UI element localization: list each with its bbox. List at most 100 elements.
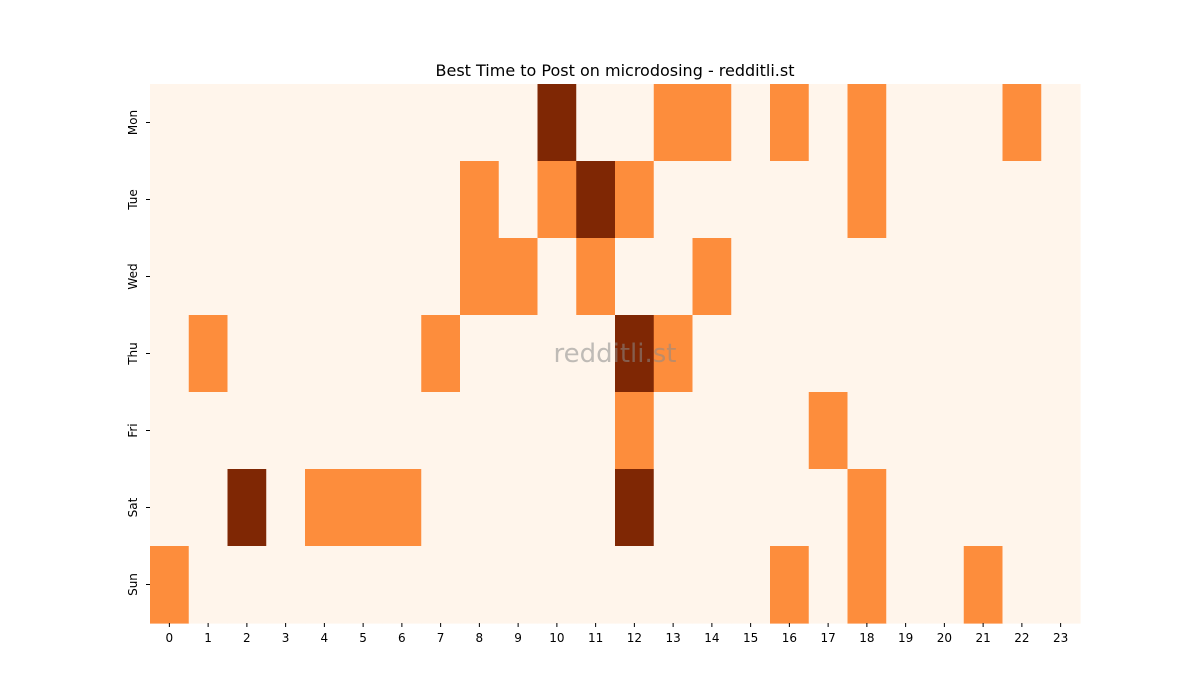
x-tick-label: 6	[398, 631, 406, 645]
heatmap-cell-tue-15	[731, 161, 771, 239]
x-tick-label: 1	[204, 631, 212, 645]
heatmap-cell-fri-10	[537, 392, 577, 470]
heatmap-cell-tue-1	[188, 161, 229, 239]
heatmap-cell-sat-14	[692, 469, 732, 547]
heatmap-cell-thu-12	[615, 315, 655, 393]
x-tick-label: 8	[476, 631, 484, 645]
heatmap-cell-fri-6	[382, 392, 422, 470]
heatmap-cell-fri-11	[576, 392, 616, 470]
heatmap-cell-fri-17	[808, 392, 849, 470]
y-tick-label: Thu	[126, 342, 140, 366]
heatmap-cell-tue-8	[460, 161, 500, 239]
heatmap-cell-thu-11	[576, 315, 616, 393]
heatmap-cell-sun-16	[770, 546, 810, 624]
heatmap-cell-wed-16	[770, 238, 810, 316]
heatmap-cell-wed-19	[886, 238, 926, 316]
heatmap-cell-thu-8	[460, 315, 500, 393]
heatmap-cell-sat-12	[615, 469, 655, 547]
heatmap-cell-sat-18	[847, 469, 887, 547]
heatmap-cell-sun-2	[227, 546, 267, 624]
heatmap-cell-tue-11	[576, 161, 616, 239]
heatmap-cells	[150, 84, 1081, 624]
heatmap-cell-fri-4	[305, 392, 345, 470]
heatmap-cell-sun-8	[460, 546, 500, 624]
x-tick-label: 2	[243, 631, 251, 645]
heatmap-cell-sat-5	[343, 469, 384, 547]
heatmap-cell-sun-23	[1041, 546, 1081, 624]
y-tick-label: Tue	[126, 189, 140, 211]
heatmap-cell-fri-7	[421, 392, 461, 470]
x-tick-label: 0	[166, 631, 174, 645]
heatmap-cell-tue-21	[963, 161, 1004, 239]
y-tick-label: Sat	[126, 497, 140, 517]
heatmap-cell-wed-15	[731, 238, 771, 316]
heatmap-cell-thu-16	[770, 315, 810, 393]
heatmap-cell-wed-6	[382, 238, 422, 316]
heatmap-cell-wed-10	[537, 238, 577, 316]
heatmap-cell-tue-14	[692, 161, 732, 239]
heatmap-cell-thu-18	[847, 315, 887, 393]
heatmap-cell-wed-9	[498, 238, 539, 316]
heatmap-cell-mon-17	[808, 84, 849, 162]
heatmap-cell-fri-18	[847, 392, 887, 470]
x-axis: 0 1 2 3 4 5 6 7 8 9 10 11 12 13 14 15 16 17 18 19 20 21 22 23	[166, 623, 1068, 645]
heatmap-cell-thu-17	[808, 315, 849, 393]
heatmap-cell-fri-13	[653, 392, 694, 470]
heatmap-cell-wed-11	[576, 238, 616, 316]
heatmap-cell-thu-10	[537, 315, 577, 393]
heatmap-cell-wed-12	[615, 238, 655, 316]
heatmap-cell-thu-14	[692, 315, 732, 393]
x-tick-label: 3	[282, 631, 290, 645]
heatmap-cell-wed-17	[808, 238, 849, 316]
heatmap-cell-sat-4	[305, 469, 345, 547]
heatmap-cell-tue-18	[847, 161, 887, 239]
x-tick-label: 11	[588, 631, 603, 645]
heatmap-cell-sun-6	[382, 546, 422, 624]
heatmap-cell-sat-16	[770, 469, 810, 547]
x-tick-label: 7	[437, 631, 445, 645]
heatmap-cell-tue-23	[1041, 161, 1081, 239]
heatmap-cell-mon-21	[963, 84, 1004, 162]
heatmap-cell-fri-1	[188, 392, 229, 470]
heatmap-cell-thu-23	[1041, 315, 1081, 393]
x-tick-label: 16	[782, 631, 797, 645]
x-tick-label: 23	[1053, 631, 1068, 645]
heatmap-cell-wed-13	[653, 238, 694, 316]
heatmap-cell-sat-19	[886, 469, 926, 547]
heatmap-cell-tue-16	[770, 161, 810, 239]
heatmap-cell-sat-15	[731, 469, 771, 547]
heatmap-cell-thu-3	[266, 315, 306, 393]
heatmap-cell-tue-5	[343, 161, 384, 239]
x-tick-label: 4	[321, 631, 329, 645]
heatmap-cell-tue-7	[421, 161, 461, 239]
heatmap-cell-thu-2	[227, 315, 267, 393]
heatmap-cell-wed-5	[343, 238, 384, 316]
heatmap-cell-wed-23	[1041, 238, 1081, 316]
heatmap-cell-thu-19	[886, 315, 926, 393]
heatmap-cell-sat-9	[498, 469, 539, 547]
heatmap-cell-mon-19	[886, 84, 926, 162]
heatmap-cell-mon-10	[537, 84, 577, 162]
heatmap-cell-thu-4	[305, 315, 345, 393]
heatmap-cell-thu-5	[343, 315, 384, 393]
heatmap-cell-sun-12	[615, 546, 655, 624]
heatmap-cell-mon-7	[421, 84, 461, 162]
heatmap-cell-tue-22	[1002, 161, 1042, 239]
heatmap-cell-mon-9	[498, 84, 539, 162]
x-tick-label: 9	[514, 631, 522, 645]
heatmap-cell-wed-14	[692, 238, 732, 316]
heatmap-cell-sun-15	[731, 546, 771, 624]
heatmap-cell-sun-18	[847, 546, 887, 624]
heatmap-cell-thu-6	[382, 315, 422, 393]
heatmap-cell-tue-9	[498, 161, 539, 239]
x-tick-label: 20	[937, 631, 952, 645]
y-tick-label: Wed	[126, 263, 140, 289]
heatmap-cell-sat-11	[576, 469, 616, 547]
x-tick-label: 12	[627, 631, 642, 645]
heatmap-cell-mon-8	[460, 84, 500, 162]
heatmap-cell-fri-5	[343, 392, 384, 470]
heatmap-cell-wed-1	[188, 238, 229, 316]
heatmap-cell-wed-7	[421, 238, 461, 316]
heatmap-cell-mon-1	[188, 84, 229, 162]
